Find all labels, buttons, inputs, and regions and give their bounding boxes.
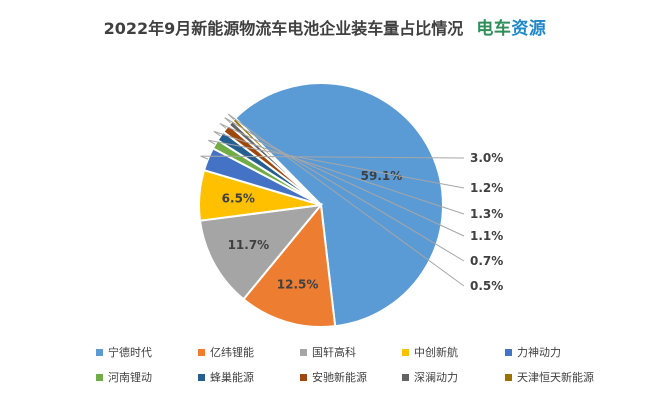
legend-item: 深澜动力 — [402, 369, 458, 385]
leader-line — [219, 122, 465, 237]
legend-label: 中创新航 — [414, 346, 458, 359]
leader-line — [224, 117, 465, 262]
brand-part-1: 电车 — [476, 19, 512, 39]
slice-label: 11.7% — [228, 238, 270, 252]
legend-item: 安驰新能源 — [300, 369, 367, 385]
legend-item: 河南锂动 — [96, 369, 152, 385]
leader-line — [227, 113, 465, 287]
leader-line — [213, 130, 465, 215]
legend-item: 宁德时代 — [96, 344, 152, 360]
legend-swatch — [198, 373, 205, 381]
title-row: 2022年9月新能源物流车电池企业装车量占比情况 电车资源 — [0, 14, 650, 39]
slice-label: 3.0% — [470, 151, 503, 165]
slice-label: 12.5% — [277, 278, 319, 292]
legend-swatch — [402, 373, 409, 381]
legend-label: 河南锂动 — [108, 371, 152, 384]
legend-swatch — [402, 348, 409, 356]
legend-item: 中创新航 — [402, 344, 458, 360]
pie-slice — [233, 82, 444, 328]
legend-label: 蜂巢能源 — [210, 371, 254, 384]
slice-label: 59.1% — [361, 169, 403, 183]
legend-item: 力神动力 — [505, 344, 561, 360]
legend-swatch — [96, 348, 103, 356]
legend-label: 亿纬锂能 — [210, 346, 254, 359]
legend-label: 国轩高科 — [312, 346, 356, 359]
slice-label: 1.1% — [470, 229, 503, 243]
leader-line — [200, 155, 465, 160]
chart-title: 2022年9月新能源物流车电池企业装车量占比情况 — [103, 19, 464, 38]
legend-label: 天津恒天新能源 — [517, 371, 594, 384]
legend-swatch — [505, 348, 512, 356]
legend-label: 宁德时代 — [108, 346, 152, 359]
legend-item: 蜂巢能源 — [198, 369, 254, 385]
leader-line — [208, 139, 465, 189]
legend-label: 力神动力 — [517, 346, 561, 359]
legend-label: 深澜动力 — [414, 371, 458, 384]
slice-label: 0.7% — [470, 254, 503, 268]
legend-swatch — [505, 373, 512, 381]
slice-label: 0.5% — [470, 279, 503, 293]
legend-item: 亿纬锂能 — [198, 344, 254, 360]
pie-slice — [242, 202, 337, 328]
legend-swatch — [300, 373, 307, 381]
legend-item: 国轩高科 — [300, 344, 356, 360]
legend-item: 天津恒天新能源 — [505, 369, 594, 385]
legend-swatch — [300, 348, 307, 356]
slice-label: 1.3% — [470, 207, 503, 221]
legend-label: 安驰新能源 — [312, 371, 367, 384]
legend-swatch — [198, 348, 205, 356]
brand-logo: 电车资源 — [476, 19, 546, 39]
brand-part-2: 资源 — [511, 19, 547, 39]
pie-slice — [198, 203, 324, 301]
legend-swatch — [96, 373, 103, 381]
slice-label: 6.5% — [222, 191, 255, 205]
slice-label: 1.2% — [470, 181, 503, 195]
